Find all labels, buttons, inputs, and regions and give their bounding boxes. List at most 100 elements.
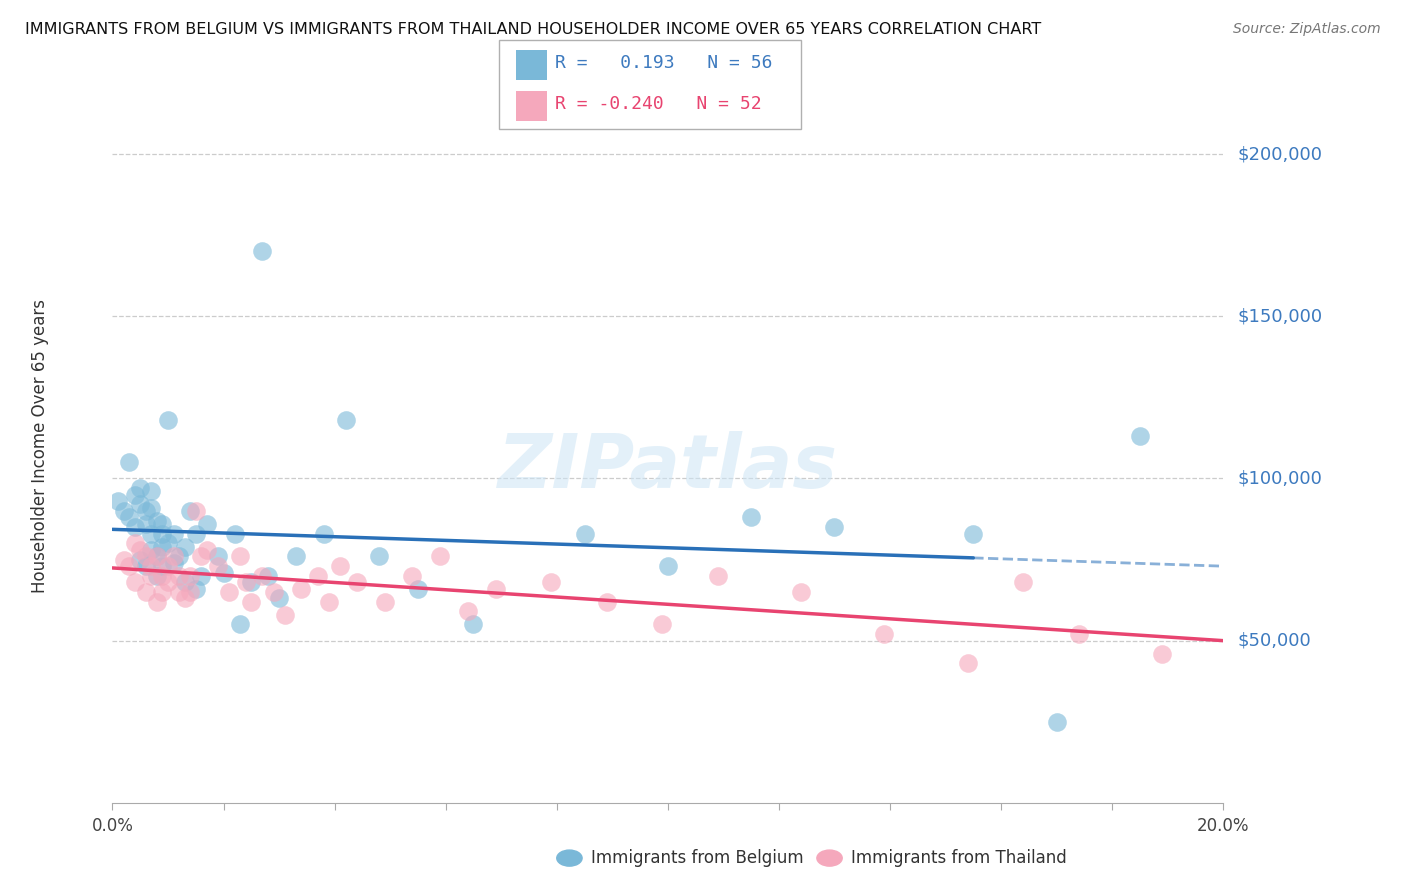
Point [152,516,174,531]
Point [157,413,180,427]
Point [141,500,163,515]
Point [118,510,141,524]
Text: $150,000: $150,000 [1237,307,1322,326]
Point [146,549,169,564]
Text: IMMIGRANTS FROM BELGIUM VS IMMIGRANTS FROM THAILAND HOUSEHOLDER INCOME OVER 65 Y: IMMIGRANTS FROM BELGIUM VS IMMIGRANTS FR… [25,22,1042,37]
Point [162,556,184,570]
Text: R =   0.193   N = 56: R = 0.193 N = 56 [555,54,773,72]
Point [129,497,152,511]
Point [374,595,396,609]
Point [329,559,352,574]
Point [146,549,169,564]
Point [184,504,207,518]
Point [107,494,129,508]
Point [118,559,141,574]
Point [124,536,146,550]
Point [141,484,163,499]
Point [162,526,184,541]
Point [124,488,146,502]
Point [167,585,190,599]
Point [962,526,984,541]
Point [1152,647,1174,661]
Point [956,657,979,671]
Point [124,575,146,590]
Point [307,568,329,582]
Point [167,549,190,564]
Point [184,582,207,596]
Point [167,568,190,582]
Point [368,549,391,564]
Point [657,559,679,574]
Text: $100,000: $100,000 [1237,469,1322,487]
Point [252,244,274,259]
Point [152,585,174,599]
Point [135,516,157,531]
Point [157,575,180,590]
Point [179,585,201,599]
Point [485,582,508,596]
Point [540,575,562,590]
Point [146,514,169,528]
Text: Immigrants from Belgium: Immigrants from Belgium [591,849,803,867]
Point [212,566,235,580]
Point [162,549,184,564]
Point [141,526,163,541]
Text: $50,000: $50,000 [1237,632,1310,649]
Point [135,504,157,518]
Point [1067,627,1090,641]
Point [401,568,423,582]
Point [129,481,152,495]
Point [141,559,163,574]
Text: Source: ZipAtlas.com: Source: ZipAtlas.com [1233,22,1381,37]
Point [146,568,169,582]
Point [135,549,157,564]
Point [240,595,263,609]
Point [112,552,135,566]
Point [118,455,141,469]
Point [157,559,180,574]
Point [152,559,174,574]
Point [152,540,174,554]
Point [318,595,340,609]
Point [218,585,240,599]
Text: ZIPatlas: ZIPatlas [498,431,838,504]
Point [124,520,146,534]
Point [252,568,274,582]
Point [429,549,451,564]
Point [284,549,307,564]
Point [152,526,174,541]
Text: $200,000: $200,000 [1237,145,1322,163]
Point [141,542,163,557]
Point [263,585,285,599]
Point [179,504,201,518]
Point [141,568,163,582]
Point [112,504,135,518]
Point [157,536,180,550]
Point [346,575,368,590]
Point [179,568,201,582]
Point [406,582,429,596]
Point [229,617,252,632]
Point [267,591,291,606]
Point [190,568,212,582]
Point [184,526,207,541]
Point [235,575,257,590]
Text: Immigrants from Thailand: Immigrants from Thailand [851,849,1066,867]
Point [651,617,673,632]
Point [273,607,295,622]
Point [873,627,896,641]
Point [146,595,169,609]
Point [195,516,218,531]
Point [740,510,762,524]
Point [790,585,813,599]
Point [463,617,485,632]
Point [1129,429,1152,443]
Point [207,559,229,574]
Point [173,540,195,554]
Text: R = -0.240   N = 52: R = -0.240 N = 52 [555,95,762,113]
Point [290,582,312,596]
Point [224,526,246,541]
Text: Householder Income Over 65 years: Householder Income Over 65 years [31,299,49,593]
Point [312,526,335,541]
Point [257,568,280,582]
